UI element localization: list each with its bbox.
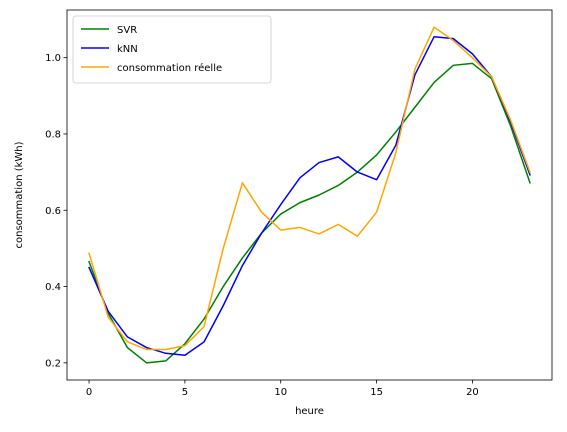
x-tick-label: 0 — [86, 387, 92, 398]
x-axis-ticks: 0 5 10 15 20 — [86, 380, 479, 398]
x-tick-label: 20 — [466, 387, 479, 398]
y-tick-label: 0.6 — [45, 206, 61, 217]
y-tick-label: 0.2 — [45, 358, 61, 369]
legend-label-2: consommation réelle — [117, 62, 222, 74]
legend-frame — [72, 15, 272, 84]
x-axis-label: heure — [295, 406, 324, 417]
y-tick-label: 0.4 — [45, 282, 61, 293]
y-axis-label: consommation (kWh) — [14, 141, 25, 248]
legend-label-1: kNN — [117, 44, 138, 55]
series-line-2 — [88, 26, 531, 351]
legend-label-0: SVR — [117, 25, 137, 36]
y-tick-label: 0.8 — [45, 129, 61, 140]
series-line-0 — [88, 62, 531, 364]
y-axis-ticks: 0.2 0.4 0.6 0.8 1.0 — [45, 53, 67, 369]
series-line-1 — [88, 35, 531, 356]
plot-area-frame — [66, 9, 553, 381]
legend: SVR kNN consommation réelle — [72, 15, 272, 84]
x-tick-label: 10 — [274, 387, 287, 398]
y-tick-label: 1.0 — [45, 53, 61, 64]
x-tick-label: 15 — [370, 387, 383, 398]
series-lines — [88, 26, 531, 364]
x-tick-label: 5 — [182, 387, 188, 398]
